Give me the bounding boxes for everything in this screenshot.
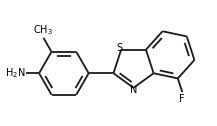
Text: H$_2$N: H$_2$N <box>5 66 26 80</box>
Text: S: S <box>117 43 123 53</box>
Text: F: F <box>179 94 185 104</box>
Text: CH$_3$: CH$_3$ <box>33 23 53 37</box>
Text: N: N <box>130 85 137 95</box>
